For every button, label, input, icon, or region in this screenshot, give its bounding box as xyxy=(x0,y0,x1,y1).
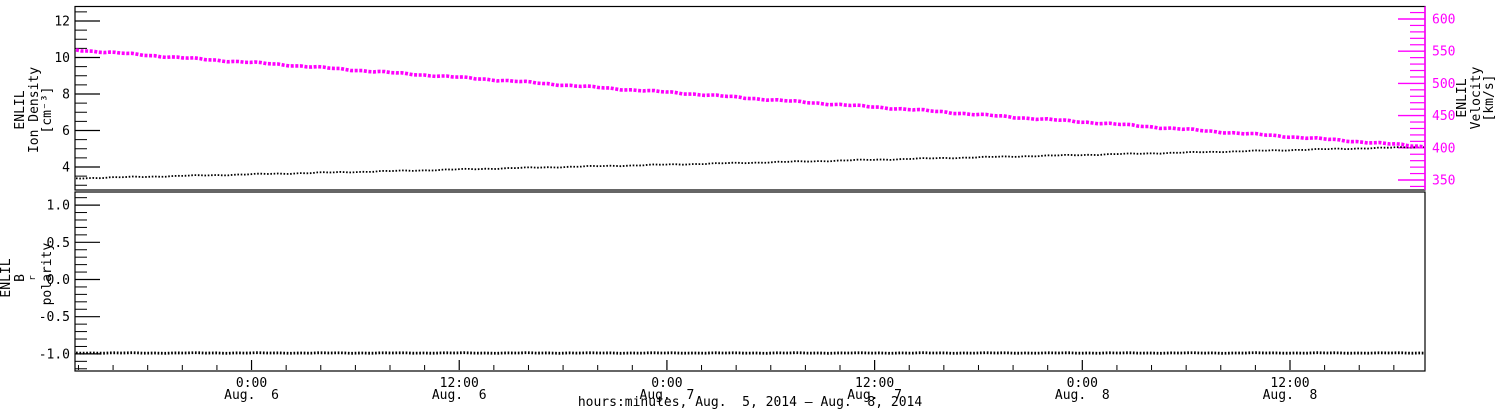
tick-label: 6 xyxy=(62,124,70,139)
panel-frames xyxy=(74,5,1426,372)
tick-label: 12:00 xyxy=(1270,376,1309,391)
polarity-axis-label-line1: ENLIL xyxy=(0,258,14,298)
tick-label: 10 xyxy=(54,51,70,66)
data-series xyxy=(75,146,1425,180)
x-axis-title: hours:minutes, Aug. 5, 2014 — Aug. 8, 20… xyxy=(577,395,923,410)
tick-label: 600 xyxy=(1432,13,1455,28)
velocity-axis-label: ENLIL Velocity [km/s] xyxy=(1454,66,1497,130)
tick-label: -1.0 xyxy=(39,347,70,362)
tick-label: 0.5 xyxy=(47,236,70,251)
tick-label: 0:00 xyxy=(236,376,267,391)
polarity-label-rest: polarity xyxy=(39,242,55,314)
density-axis-ticks: 4 6 8 10 12 xyxy=(54,11,100,186)
tick-label: 400 xyxy=(1432,141,1455,156)
tick-label: 1.0 xyxy=(47,199,70,214)
polarity-symbol-subscript: r xyxy=(28,275,38,281)
tick-label: 500 xyxy=(1432,77,1455,92)
tick-label: 550 xyxy=(1432,45,1455,60)
tick-label: 450 xyxy=(1432,109,1455,124)
polarity-symbol: B xyxy=(12,274,28,282)
tick-label: Aug. 7 xyxy=(640,388,695,403)
velocity-axis-label-line2: Velocity xyxy=(1468,66,1484,130)
tick-label: 0.0 xyxy=(47,273,70,288)
tick-label: 12:00 xyxy=(440,376,479,391)
density-axis-label-units: [cm⁻³] xyxy=(39,86,55,134)
tick-label: Aug. 6 xyxy=(432,388,487,403)
density-axis-label-line1: ENLIL xyxy=(12,90,28,130)
polarity-axis-ticks: -1.0 -0.5 0.0 0.5 1.0 xyxy=(39,197,100,370)
data-series xyxy=(75,48,1425,149)
velocity-axis-label-units: [km/s] xyxy=(1481,74,1497,122)
velocity-axis-label-line1: ENLIL xyxy=(1454,78,1470,118)
velocity-axis-ticks: 350 400 450 500 550 600 xyxy=(1398,11,1455,189)
tick-label: 8 xyxy=(62,88,70,103)
tick-label: 12:00 xyxy=(855,376,894,391)
tick-label: Aug. 8 xyxy=(1263,388,1318,403)
tick-label: Aug. 7 xyxy=(847,388,902,403)
density-axis-label-line2: Ion Density xyxy=(26,66,42,154)
tick-label: -0.5 xyxy=(39,310,70,325)
data-series-group xyxy=(75,48,1425,355)
tick-label: 4 xyxy=(62,161,70,176)
tick-label: 0:00 xyxy=(1067,376,1098,391)
data-series xyxy=(75,351,1425,355)
tick-label: 12 xyxy=(54,15,70,30)
density-axis-label: ENLIL Ion Density [cm⁻³] xyxy=(12,66,55,154)
tick-label: Aug. 8 xyxy=(1055,388,1110,403)
tick-label: 350 xyxy=(1432,174,1455,189)
tick-label: Aug. 6 xyxy=(224,388,279,403)
tick-label: 0:00 xyxy=(651,376,682,391)
